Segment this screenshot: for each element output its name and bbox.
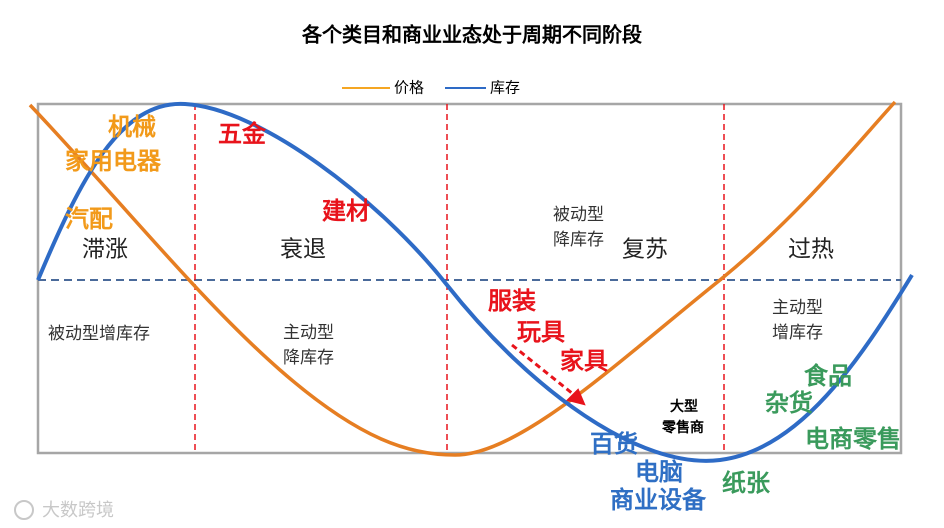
annotation: 零售商 <box>661 419 704 436</box>
category-label: 玩具 <box>517 318 565 346</box>
price-curve <box>28 100 897 457</box>
category-label: 汽配 <box>65 205 113 233</box>
inventory-state: 主动型 <box>772 298 823 318</box>
category-label: 百货 <box>590 430 638 458</box>
category-label: 食品 <box>804 362 852 390</box>
legend: 价格 库存 <box>342 79 520 97</box>
legend-label: 价格 <box>394 79 424 97</box>
inventory-state: 降库存 <box>553 230 604 250</box>
category-label: 杂货 <box>765 389 813 417</box>
legend-label: 库存 <box>490 79 520 97</box>
category-label: 电商零售 <box>805 425 901 453</box>
category-label: 电脑 <box>635 458 683 486</box>
inventory-state: 被动型增库存 <box>48 324 150 344</box>
phase-label: 过热 <box>788 237 834 263</box>
category-label: 服装 <box>488 287 536 315</box>
inventory-state: 被动型 <box>553 205 604 225</box>
category-label: 五金 <box>218 120 267 148</box>
category-label: 建材 <box>322 197 370 225</box>
inventory-state: 增库存 <box>772 323 823 343</box>
watermark: 大数跨境 <box>42 500 114 521</box>
phase-label: 复苏 <box>622 237 668 263</box>
arrow-shaft <box>511 343 579 400</box>
category-label: 家用电器 <box>65 147 162 175</box>
category-label: 商业设备 <box>610 486 707 514</box>
category-label: 纸张 <box>722 469 771 497</box>
title: 各个类目和商业业态处于周期不同阶段 <box>301 23 642 47</box>
inventory-state: 主动型 <box>283 323 334 343</box>
arrow-head <box>566 388 586 406</box>
watermark-logo <box>14 500 34 520</box>
category-label: 家具 <box>560 347 608 375</box>
inventory-state: 降库存 <box>283 348 334 368</box>
category-label: 机械 <box>108 113 156 141</box>
inventory-curve <box>36 101 914 463</box>
phase-label: 衰退 <box>280 237 326 263</box>
annotation: 大型 <box>670 398 698 415</box>
phase-label: 滞涨 <box>82 237 128 263</box>
